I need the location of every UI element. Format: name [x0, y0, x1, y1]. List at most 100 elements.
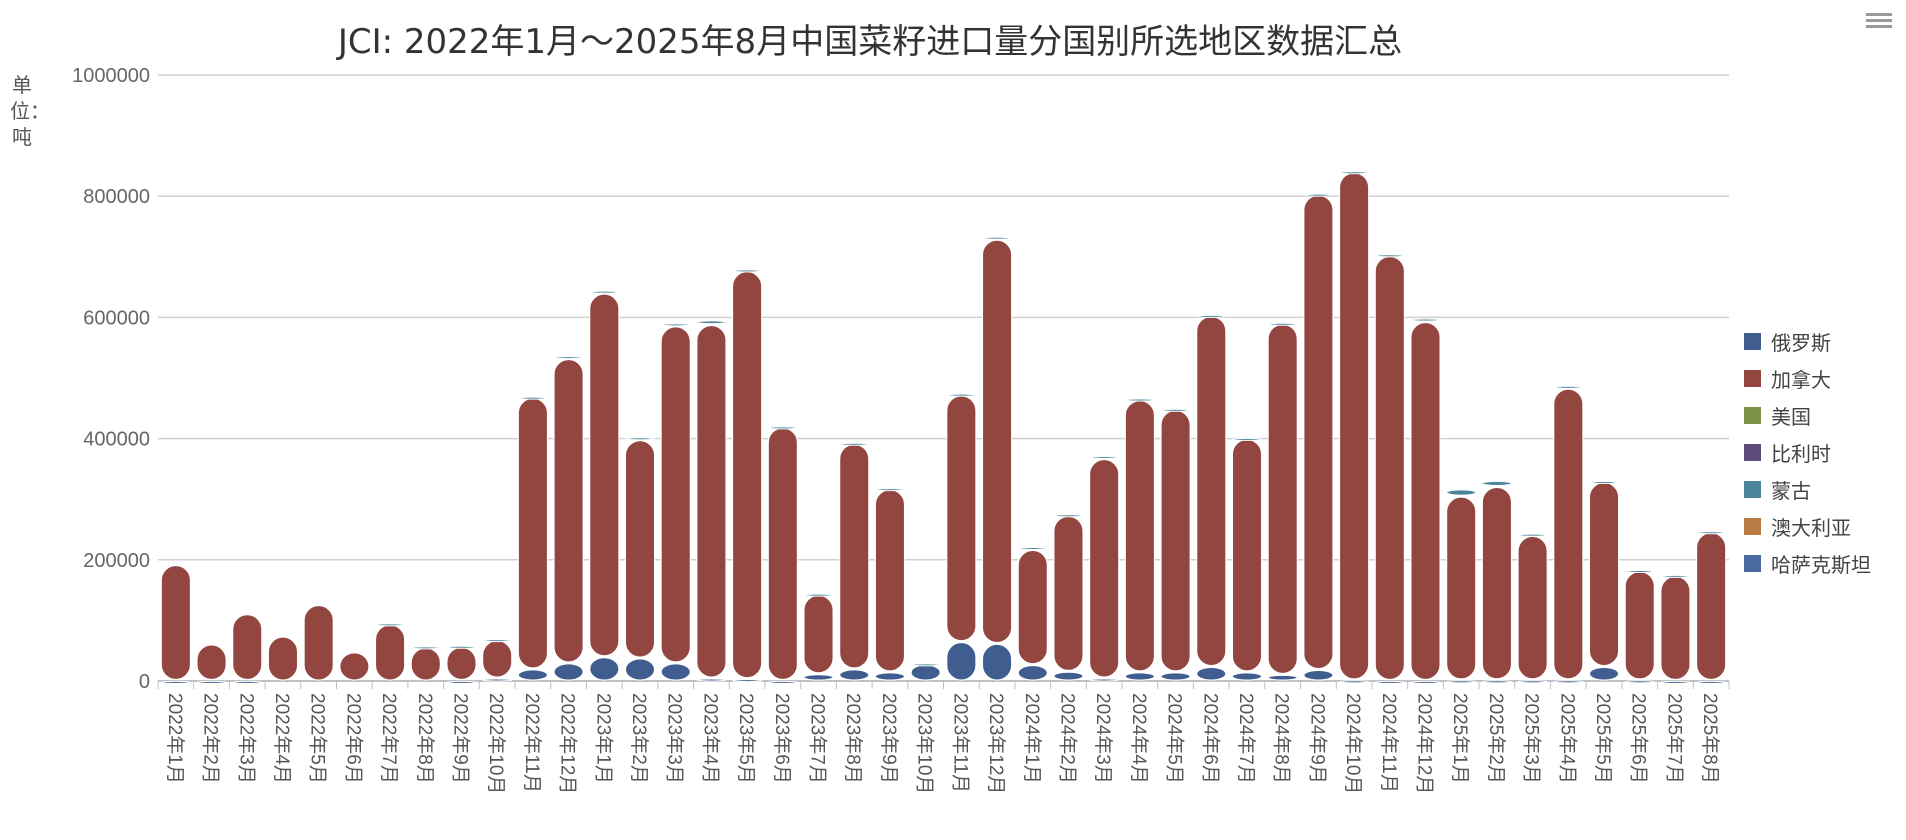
bar-segment[interactable]	[482, 640, 513, 678]
bar-segment[interactable]	[446, 646, 477, 680]
bar-segment[interactable]	[982, 643, 1013, 681]
bar-segment[interactable]	[1374, 680, 1405, 684]
bar-segment[interactable]	[1517, 536, 1548, 680]
bar-segment[interactable]	[660, 323, 691, 327]
bar-segment[interactable]	[1696, 531, 1727, 535]
bar-segment[interactable]	[196, 644, 227, 680]
bar-segment[interactable]	[267, 636, 298, 681]
bar-segment[interactable]	[1017, 665, 1048, 681]
bar-segment[interactable]	[1696, 680, 1727, 684]
bar-segment[interactable]	[339, 652, 370, 681]
bar-segment[interactable]	[1053, 514, 1084, 518]
bar-segment[interactable]	[1624, 571, 1655, 680]
bar-segment[interactable]	[839, 442, 870, 446]
bar-segment[interactable]	[767, 680, 798, 684]
bar-segment[interactable]	[232, 614, 263, 680]
bar-segment[interactable]	[1303, 194, 1334, 669]
bar-segment[interactable]	[874, 489, 905, 672]
bar-segment[interactable]	[839, 443, 870, 669]
bar-segment[interactable]	[1410, 318, 1441, 322]
bar-segment[interactable]	[839, 669, 870, 681]
bar-segment[interactable]	[1339, 171, 1370, 175]
bar-segment[interactable]	[482, 639, 513, 643]
bar-segment[interactable]	[517, 397, 548, 669]
bar-segment[interactable]	[1624, 569, 1655, 573]
bar-segment[interactable]	[874, 672, 905, 681]
bar-segment[interactable]	[1446, 489, 1477, 496]
bar-segment[interactable]	[1374, 254, 1405, 258]
bar-segment[interactable]	[410, 647, 441, 681]
bar-segment[interactable]	[696, 320, 727, 325]
bar-segment[interactable]	[1303, 193, 1334, 197]
bar-segment[interactable]	[1053, 516, 1084, 671]
bar-segment[interactable]	[1267, 322, 1298, 326]
bar-segment[interactable]	[410, 646, 441, 650]
bar-segment[interactable]	[1231, 672, 1262, 681]
bar-segment[interactable]	[982, 239, 1013, 643]
bar-segment[interactable]	[874, 488, 905, 492]
bar-segment[interactable]	[1589, 482, 1620, 666]
bar-segment[interactable]	[375, 624, 406, 681]
bar-segment[interactable]	[553, 359, 584, 663]
legend-item[interactable]: 美国	[1744, 397, 1871, 434]
bar-segment[interactable]	[1089, 678, 1120, 682]
bar-segment[interactable]	[910, 664, 941, 681]
bar-segment[interactable]	[767, 427, 798, 680]
bar-segment[interactable]	[1124, 400, 1155, 672]
bar-segment[interactable]	[732, 679, 763, 683]
bar-segment[interactable]	[375, 623, 406, 627]
bar-segment[interactable]	[589, 290, 620, 294]
bar-segment[interactable]	[803, 593, 834, 597]
bar-segment[interactable]	[910, 663, 941, 667]
bar-segment[interactable]	[1196, 314, 1227, 318]
bar-segment[interactable]	[1160, 410, 1191, 672]
bar-segment[interactable]	[589, 657, 620, 681]
bar-segment[interactable]	[1553, 385, 1584, 389]
bar-segment[interactable]	[625, 440, 656, 658]
bar-segment[interactable]	[1481, 680, 1512, 684]
bar-segment[interactable]	[1303, 669, 1334, 681]
bar-segment[interactable]	[982, 236, 1013, 240]
bar-segment[interactable]	[1696, 532, 1727, 680]
bar-segment[interactable]	[1124, 672, 1155, 681]
bar-segment[interactable]	[1017, 549, 1048, 665]
bar-segment[interactable]	[1481, 480, 1512, 486]
legend-item[interactable]: 俄罗斯	[1744, 323, 1871, 360]
bar-segment[interactable]	[1374, 256, 1405, 680]
bar-segment[interactable]	[1589, 480, 1620, 484]
bar-segment[interactable]	[660, 326, 691, 663]
bar-segment[interactable]	[946, 395, 977, 642]
bar-segment[interactable]	[625, 658, 656, 681]
bar-segment[interactable]	[232, 680, 263, 684]
bar-segment[interactable]	[446, 645, 477, 649]
bar-segment[interactable]	[1053, 671, 1084, 681]
bar-segment[interactable]	[1196, 666, 1227, 681]
bar-segment[interactable]	[1160, 672, 1191, 681]
bar-segment[interactable]	[1267, 323, 1298, 674]
bar-segment[interactable]	[803, 674, 834, 681]
bar-segment[interactable]	[1660, 574, 1691, 578]
bar-segment[interactable]	[1660, 680, 1691, 684]
bar-segment[interactable]	[1089, 456, 1120, 460]
bar-segment[interactable]	[767, 426, 798, 430]
bar-segment[interactable]	[517, 396, 548, 400]
bar-segment[interactable]	[1517, 533, 1548, 537]
bar-segment[interactable]	[1267, 674, 1298, 681]
bar-segment[interactable]	[553, 356, 584, 360]
legend-item[interactable]: 哈萨克斯坦	[1744, 545, 1871, 582]
bar-segment[interactable]	[160, 680, 191, 684]
bar-segment[interactable]	[196, 680, 227, 684]
bar-segment[interactable]	[1089, 459, 1120, 678]
bar-segment[interactable]	[1124, 398, 1155, 402]
bar-segment[interactable]	[1553, 388, 1584, 680]
bar-segment[interactable]	[1553, 680, 1584, 684]
bar-segment[interactable]	[446, 680, 477, 684]
bar-segment[interactable]	[946, 642, 977, 681]
bar-segment[interactable]	[803, 594, 834, 674]
legend-item[interactable]: 蒙古	[1744, 471, 1871, 508]
bar-segment[interactable]	[732, 271, 763, 679]
bar-segment[interactable]	[1339, 172, 1370, 680]
bar-segment[interactable]	[1231, 437, 1262, 441]
bar-segment[interactable]	[1410, 680, 1441, 684]
bar-segment[interactable]	[696, 678, 727, 682]
